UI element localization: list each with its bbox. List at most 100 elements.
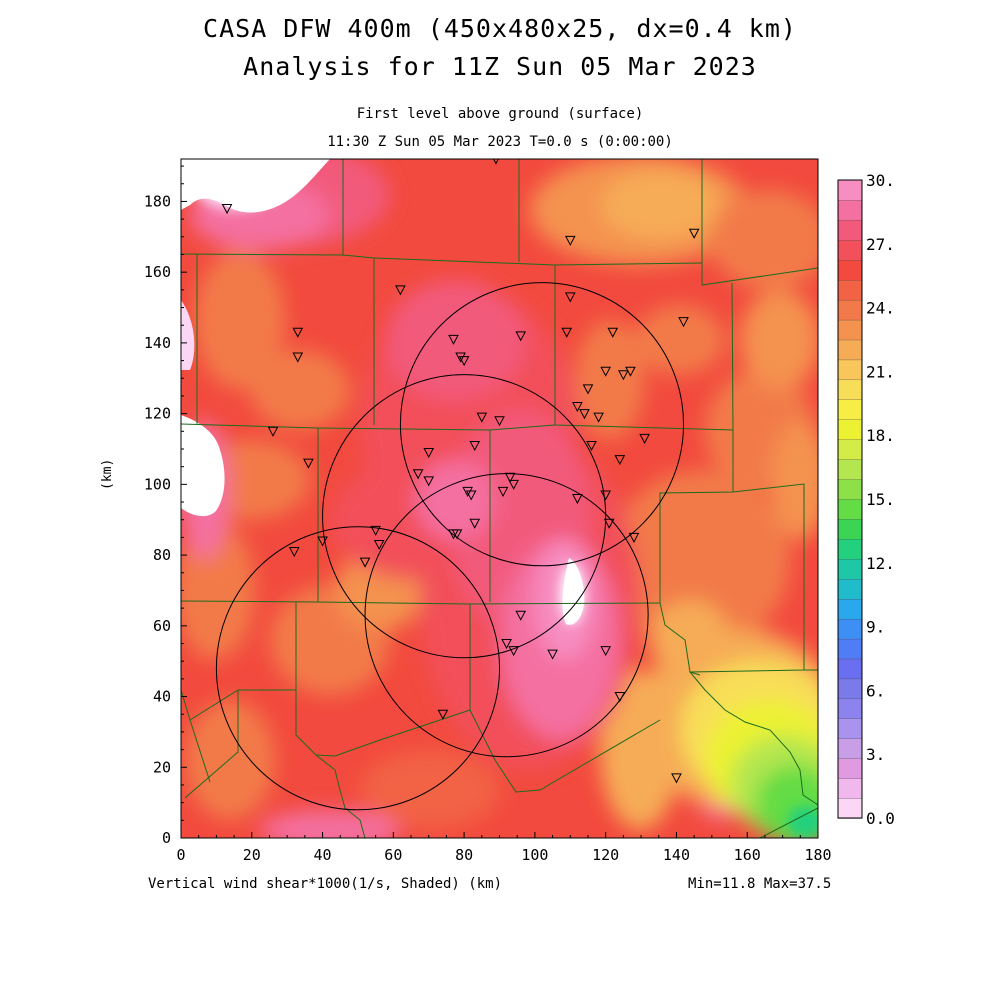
colorbar-swatch	[837, 718, 863, 739]
colorbar-frame	[837, 179, 863, 819]
y-axis-label: (km)	[100, 458, 115, 490]
y-tick-label: 80	[153, 546, 171, 564]
station-marker	[317, 536, 328, 547]
colorbar-swatch	[837, 498, 863, 520]
colorbar-swatch	[837, 379, 863, 400]
colorbar-label: 12.	[866, 554, 895, 573]
colorbar-label: 18.	[866, 426, 895, 445]
station-marker	[688, 228, 700, 239]
field-description: Vertical wind shear*1000(1/s, Shaded) (k…	[148, 876, 503, 892]
plot-title: CASA DFW 400m (450x480x25, dx=0.4 km)	[203, 14, 797, 43]
station-marker	[465, 490, 477, 501]
station-marker	[221, 204, 233, 215]
station-marker	[508, 646, 519, 657]
station-marker	[370, 525, 381, 536]
colorbar-label: 15.	[866, 490, 895, 509]
colorbar-swatch	[837, 339, 863, 361]
colorbar-swatch	[837, 518, 863, 540]
station-marker	[639, 433, 650, 444]
colorbar-swatch	[837, 738, 863, 759]
colorbar-swatch	[837, 578, 863, 600]
colorbar-swatch	[837, 618, 863, 640]
radar-range-ring	[399, 282, 685, 567]
colorbar-label: 21.	[866, 362, 895, 381]
colorbar-swatch	[837, 199, 863, 221]
station-markers	[221, 159, 700, 784]
colorbar-swatch	[837, 399, 863, 420]
station-marker	[579, 409, 590, 420]
station-marker	[508, 479, 519, 490]
station-marker	[515, 610, 527, 621]
colorbar-label: 27.	[866, 235, 895, 254]
y-tick-label: 180	[144, 192, 171, 210]
station-marker	[292, 352, 304, 363]
station-marker	[501, 638, 512, 650]
station-marker	[564, 292, 576, 303]
colorbar-swatch	[837, 658, 863, 680]
radar-range-ring	[215, 526, 501, 811]
y-axis: 0 20 40 60 80 100 120 140 160 180	[144, 165, 187, 847]
analysis-time-title: Analysis for 11Z Sun 05 Mar 2023	[243, 52, 757, 81]
x-tick-label: 120	[592, 846, 619, 864]
station-marker	[600, 366, 611, 377]
colorbar-swatch	[837, 698, 863, 719]
station-marker	[564, 235, 576, 246]
station-marker	[412, 469, 424, 480]
station-marker	[395, 285, 406, 296]
colorbar-label: 30.	[866, 171, 895, 190]
station-marker	[455, 352, 466, 363]
y-tick-label: 120	[144, 405, 171, 423]
x-tick-label: 80	[455, 846, 473, 864]
colorbar-swatch	[837, 558, 863, 580]
y-tick-label: 140	[144, 334, 171, 352]
county-boundaries	[181, 159, 818, 838]
station-marker	[582, 384, 594, 395]
y-tick-label: 40	[153, 688, 171, 706]
colorbar-label: 3.	[866, 745, 885, 764]
colorbar-swatch	[837, 259, 863, 281]
station-marker	[497, 486, 509, 497]
station-marker	[458, 356, 470, 367]
station-marker	[494, 416, 505, 427]
station-marker	[561, 327, 573, 338]
colorbar-swatch	[837, 458, 863, 480]
station-marker	[614, 455, 626, 466]
station-marker	[600, 646, 611, 657]
station-marker	[625, 366, 636, 377]
colorbar-swatch	[837, 478, 863, 500]
colorbar: 0.0 3. 6. 9. 12. 15. 18. 21. 24. 27. 30.	[837, 171, 895, 828]
shear-field	[181, 159, 818, 838]
level-subtitle: First level above ground (surface)	[356, 106, 644, 122]
colorbar-swatch	[837, 239, 863, 261]
station-marker	[504, 472, 516, 483]
colorbar-label: 0.0	[866, 809, 895, 828]
y-tick-label: 160	[144, 263, 171, 281]
station-marker	[469, 440, 481, 452]
x-tick-label: 140	[663, 846, 690, 864]
colorbar-swatch	[837, 279, 863, 301]
station-marker	[288, 547, 300, 558]
station-marker	[423, 476, 435, 487]
y-tick-label: 60	[153, 617, 171, 635]
station-marker	[476, 412, 488, 423]
radar-range-ring	[322, 374, 607, 659]
y-tick-label: 0	[162, 829, 171, 847]
station-marker	[628, 532, 640, 543]
colorbar-swatch	[837, 299, 863, 321]
x-tick-label: 160	[734, 846, 761, 864]
station-marker	[437, 709, 449, 720]
station-marker	[586, 440, 597, 452]
station-marker	[614, 692, 626, 703]
colorbar-swatch	[837, 638, 863, 660]
station-marker	[618, 370, 629, 381]
x-tick-label: 60	[384, 846, 402, 864]
min-max-readout: Min=11.8 Max=37.5	[688, 876, 832, 892]
colorbar-swatch	[837, 678, 863, 700]
colorbar-swatch	[837, 219, 863, 241]
station-marker	[547, 649, 558, 660]
station-marker	[572, 402, 583, 413]
station-marker	[267, 426, 279, 437]
colorbar-swatch	[837, 319, 863, 341]
station-marker	[678, 317, 689, 328]
